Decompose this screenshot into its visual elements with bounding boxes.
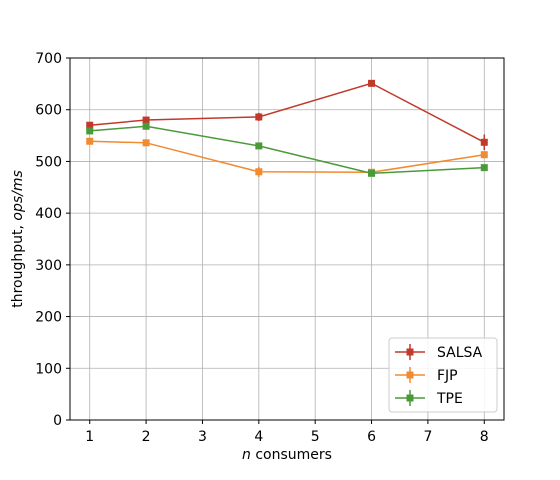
legend: SALSA FJP TPE: [388, 337, 498, 413]
legend-box: [388, 337, 498, 413]
x-tick-label: 2: [142, 429, 151, 445]
plot-frame: [69, 57, 505, 421]
x-tick-label: 8: [480, 429, 489, 445]
y-axis-label-main: throughput,: [10, 221, 26, 308]
legend-item-salsa: SALSA: [395, 344, 483, 361]
data-point: [255, 168, 263, 176]
y-tick-label: 500: [35, 154, 62, 170]
y-tick-label: 400: [35, 206, 62, 222]
y-tick-label: 100: [35, 361, 62, 377]
series-tpe: [86, 122, 488, 177]
x-axis-label: n consumers: [242, 447, 332, 463]
y-axis-label-unit: ops/ms: [10, 170, 26, 220]
series-salsa: [86, 79, 488, 151]
y-tick-label: 0: [53, 413, 62, 429]
data-point: [255, 113, 263, 121]
x-tick-label: 1: [85, 429, 94, 445]
y-tick-label: 300: [35, 258, 62, 274]
x-tick-label: 4: [254, 429, 263, 445]
series-line-tpe: [89, 125, 485, 175]
data-point: [480, 138, 488, 146]
series-layer: [86, 79, 488, 177]
data-point: [255, 142, 263, 150]
x-tick-label: 5: [311, 429, 320, 445]
data-point: [368, 79, 376, 87]
data-point: [480, 151, 488, 159]
y-axis: 0 100 200 300 400 500 600 700: [35, 51, 70, 429]
data-point: [142, 139, 150, 147]
data-point: [86, 121, 94, 129]
y-axis-label: throughput, ops/ms: [10, 170, 26, 308]
legend-marker: [406, 394, 414, 402]
x-axis-label-italic: n: [242, 447, 251, 463]
legend-item-tpe: TPE: [395, 390, 463, 407]
y-tick-label: 600: [35, 103, 62, 119]
legend-label: FJP: [437, 368, 458, 384]
grid: [70, 57, 504, 421]
x-tick-label: 6: [367, 429, 376, 445]
x-tick-label: 7: [423, 429, 432, 445]
data-point: [142, 122, 150, 130]
series-line-salsa: [89, 82, 485, 143]
y-tick-label: 200: [35, 310, 62, 326]
x-axis-label-rest: consumers: [251, 447, 332, 463]
legend-item-fjp: FJP: [395, 367, 458, 384]
data-point: [86, 137, 94, 145]
x-axis: 1 2 3 4 5 6 7 8: [85, 420, 489, 445]
legend-marker: [406, 371, 414, 379]
data-point: [86, 127, 94, 135]
legend-marker: [406, 348, 414, 356]
data-point: [480, 164, 488, 172]
legend-label: SALSA: [437, 345, 483, 361]
y-tick-label: 700: [35, 51, 62, 67]
data-point: [142, 116, 150, 124]
legend-label: TPE: [436, 391, 463, 407]
x-tick-label: 3: [198, 429, 207, 445]
data-point: [368, 169, 376, 177]
